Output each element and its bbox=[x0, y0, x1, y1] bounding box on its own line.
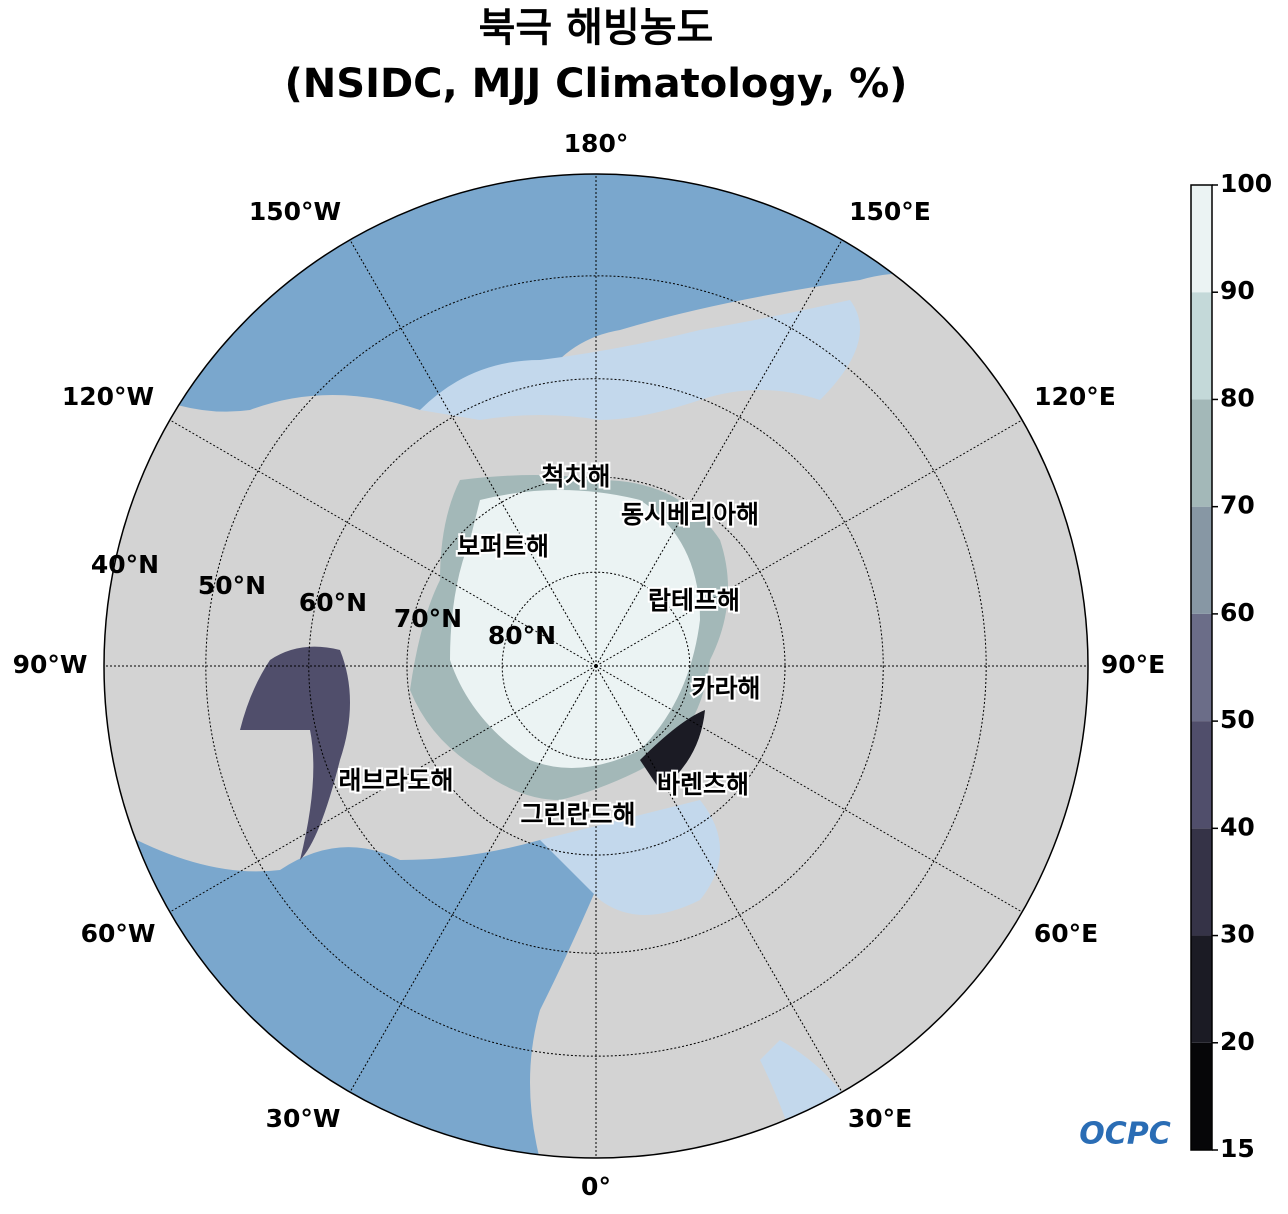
colorbar-band bbox=[1191, 185, 1212, 293]
lon-label: 120°E bbox=[1034, 382, 1116, 411]
sea-label: 보퍼트해 bbox=[457, 532, 549, 561]
sea-label: 랍테프해 bbox=[648, 586, 740, 615]
sea-label: 척치해 bbox=[541, 462, 610, 491]
sea-label: 그린란드해 bbox=[520, 800, 635, 829]
colorbar-band bbox=[1191, 613, 1212, 722]
lon-label: 150°E bbox=[849, 197, 931, 226]
meridian bbox=[595, 415, 1030, 667]
colorbar-tick-label: 60 bbox=[1220, 598, 1255, 627]
lon-label: 90°E bbox=[1101, 650, 1165, 679]
meridian bbox=[595, 665, 1030, 917]
lon-label: 120°W bbox=[62, 382, 154, 411]
meridian bbox=[345, 232, 597, 667]
colorbar-tick-label: 15 bbox=[1220, 1134, 1255, 1163]
meridian bbox=[595, 665, 847, 1100]
colorbar-tick-label: 90 bbox=[1220, 276, 1255, 305]
hudson-bay bbox=[240, 646, 350, 860]
norwegian-sea bbox=[540, 800, 720, 915]
subtitle: (NSIDC, MJJ Climatology, %) bbox=[285, 61, 908, 107]
graticule bbox=[104, 174, 1088, 1158]
colorbar-band bbox=[1191, 399, 1212, 507]
lon-label: 0° bbox=[581, 1172, 611, 1201]
colorbar: 15 20 30 40 50 60 70 80 90 100 bbox=[1190, 169, 1272, 1163]
lon-label: 60°W bbox=[81, 919, 156, 948]
colorbar-tick-label: 40 bbox=[1220, 812, 1255, 841]
meridian bbox=[595, 232, 847, 667]
parallel bbox=[205, 275, 987, 1057]
bering bbox=[420, 300, 860, 420]
ice-pack bbox=[450, 490, 700, 768]
lat-label: 40°N bbox=[91, 550, 159, 579]
colorbar-tick-label: 70 bbox=[1220, 491, 1255, 520]
colorbar-tick-label: 30 bbox=[1220, 920, 1255, 949]
colorbar-band bbox=[1191, 828, 1212, 936]
meridian bbox=[162, 415, 597, 667]
lon-label: 150°W bbox=[249, 197, 341, 226]
colorbar-tick-label: 50 bbox=[1220, 705, 1255, 734]
colorbar-frame bbox=[1190, 184, 1213, 1151]
sea-label: 바렌츠해 bbox=[657, 770, 749, 799]
meridian bbox=[345, 665, 597, 1100]
sea-label: 카라해 bbox=[691, 674, 760, 703]
lat-label: 70°N bbox=[394, 604, 462, 633]
sea-label: 동시베리아해 bbox=[621, 500, 759, 529]
parallel bbox=[308, 378, 884, 954]
title: 북극 해빙농도 bbox=[479, 5, 714, 51]
atlantic bbox=[104, 820, 600, 1158]
lon-label: 60°E bbox=[1034, 919, 1098, 948]
colorbar-tick-label: 20 bbox=[1220, 1027, 1255, 1056]
meridian bbox=[162, 665, 597, 917]
lon-label: 180° bbox=[564, 129, 629, 158]
logo: OCPC bbox=[1079, 1117, 1171, 1152]
lon-label: 30°E bbox=[848, 1104, 912, 1133]
lat-label: 50°N bbox=[198, 571, 266, 600]
lat-label: 60°N bbox=[299, 588, 367, 617]
sea-label: 래브라도해 bbox=[338, 766, 453, 795]
colorbar-band bbox=[1191, 935, 1212, 1043]
colorbar-tick-label: 100 bbox=[1220, 169, 1272, 198]
lon-label: 30°W bbox=[266, 1104, 341, 1133]
colorbar-band bbox=[1191, 506, 1212, 614]
map bbox=[104, 174, 1088, 1158]
colorbar-band bbox=[1191, 1042, 1212, 1150]
colorbar-tick-label: 80 bbox=[1220, 383, 1255, 412]
lat-label: 80°N bbox=[488, 621, 556, 650]
colorbar-band bbox=[1191, 292, 1212, 400]
map-border bbox=[103, 173, 1089, 1159]
lon-label: 90°W bbox=[13, 650, 88, 679]
colorbar-band bbox=[1191, 721, 1212, 829]
